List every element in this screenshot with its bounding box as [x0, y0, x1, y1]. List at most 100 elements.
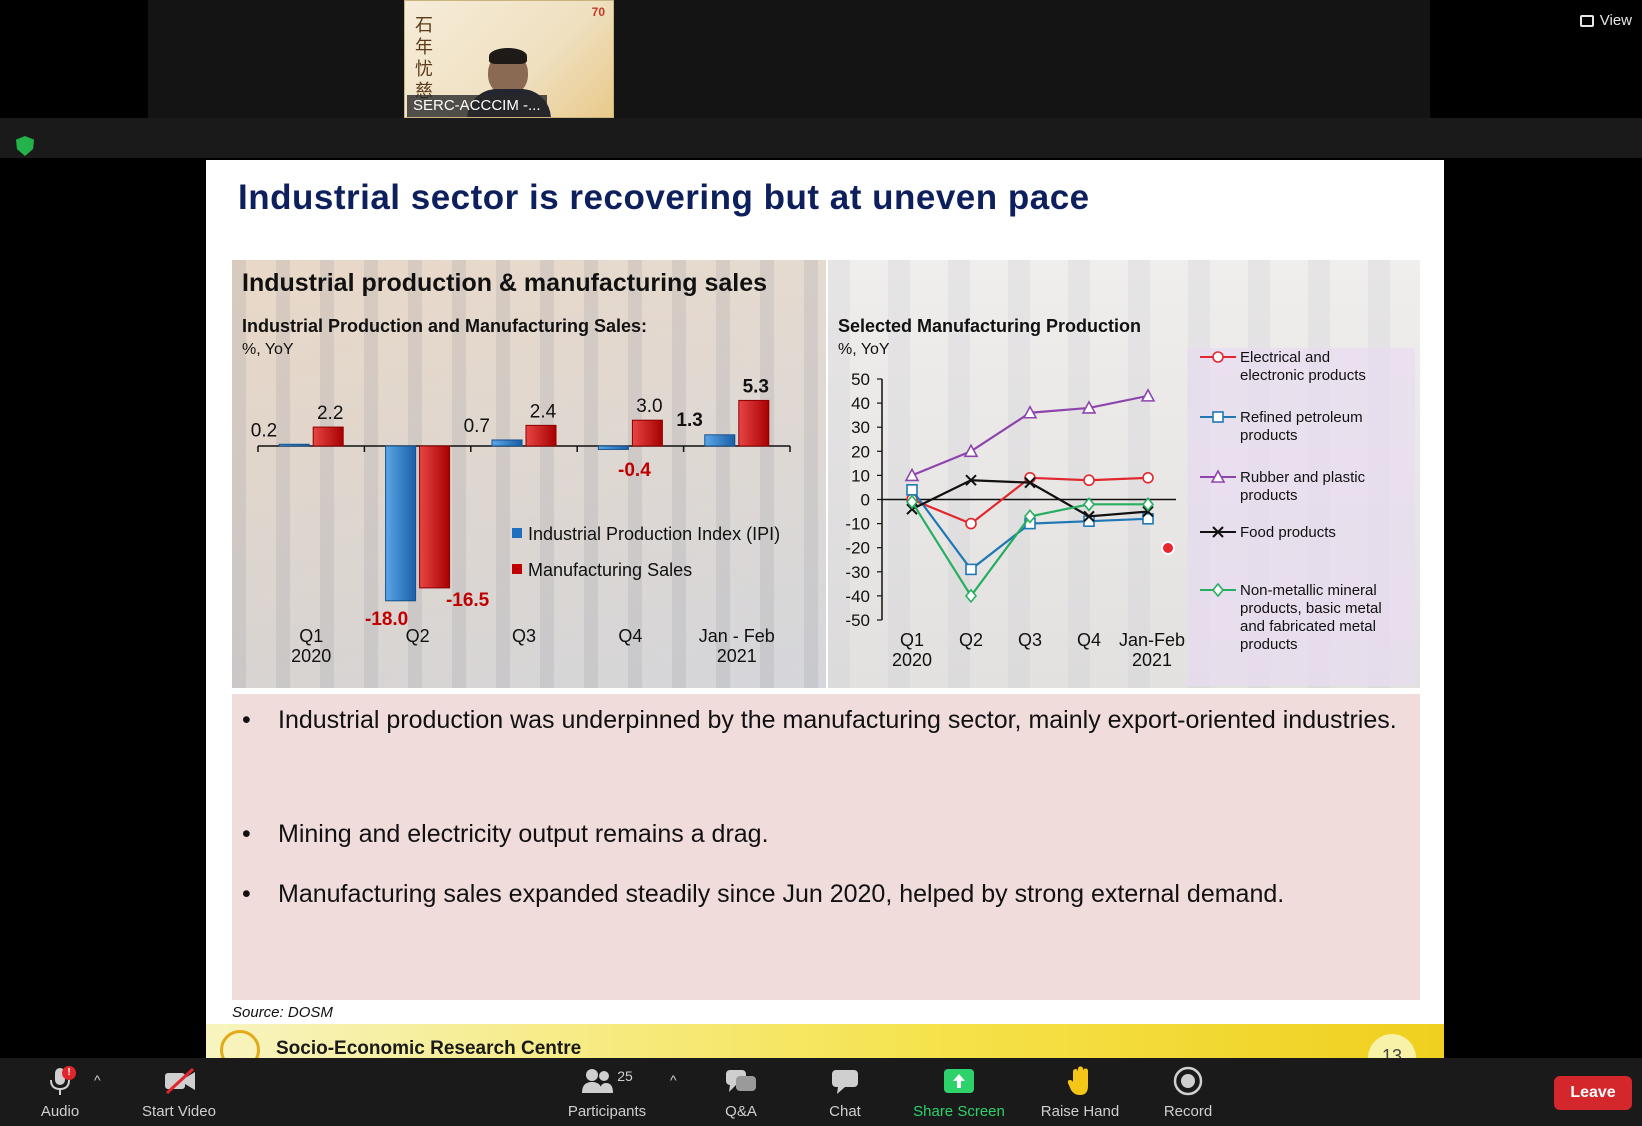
line-point — [965, 517, 977, 530]
line-point — [905, 494, 919, 510]
line-point — [1083, 510, 1095, 523]
line-y-tick-label: 0 — [861, 491, 870, 510]
line-point — [906, 484, 918, 496]
bar-sales — [631, 419, 663, 447]
line-y-tick-label: 40 — [851, 394, 870, 413]
audio-button[interactable]: Audio — [34, 1058, 86, 1126]
line-point — [965, 474, 977, 486]
start-video-button[interactable]: Start Video — [136, 1058, 222, 1126]
view-button[interactable]: View — [1579, 12, 1632, 29]
participants-options-caret[interactable]: ^ — [670, 1072, 677, 1088]
factory-background — [232, 260, 826, 688]
bar-data-label: 3.0 — [636, 396, 662, 417]
raise-hand-icon — [1064, 1065, 1096, 1097]
bar-sales — [738, 399, 770, 447]
meeting-toolbar: Audio ! ^ Start Video 25 Participants ^ … — [0, 1058, 1642, 1126]
audio-options-caret[interactable]: ^ — [94, 1072, 101, 1088]
line-y-tick-label: 30 — [851, 418, 870, 437]
line-category-label: Q1 2020 — [892, 630, 932, 670]
page-number: 13 — [1368, 1034, 1416, 1058]
chat-bubble-icon — [829, 1065, 861, 1097]
security-shield-icon[interactable] — [16, 136, 34, 156]
audio-label: Audio — [40, 1103, 80, 1120]
line-y-tick-label: -40 — [845, 587, 870, 606]
bar-chart-subtitle: %, YoY — [242, 341, 294, 358]
bar-ipi — [385, 445, 417, 602]
chat-button[interactable]: Chat — [820, 1058, 870, 1126]
line-point — [1142, 512, 1154, 525]
bar-data-label: 0.2 — [251, 420, 277, 441]
bar-legend-label: Manufacturing Sales — [528, 560, 692, 580]
bar-sales — [419, 445, 451, 589]
line-y-tick-label: -10 — [845, 515, 870, 534]
serc-logo-icon — [220, 1030, 260, 1058]
share-screen-icon — [943, 1065, 975, 1097]
line-legend-label: Electrical and electronic products — [1240, 349, 1366, 384]
line-legend-label: Food products — [1240, 524, 1336, 541]
participant-hair — [489, 48, 527, 64]
line-y-tick-label: -50 — [845, 611, 870, 630]
line-y-tick-label: 10 — [851, 466, 870, 485]
line-point — [963, 443, 979, 458]
bar-legend-label: Industrial Production Index (IPI) — [528, 524, 780, 544]
view-label: View — [1599, 12, 1632, 29]
raise-hand-button[interactable]: Raise Hand — [1038, 1058, 1122, 1126]
bar-category-label: Q1 2020 — [291, 626, 331, 666]
share-screen-button[interactable]: Share Screen — [912, 1058, 1006, 1126]
line-point — [1140, 388, 1156, 402]
slide-footer: Socio-Economic Research Centre 13 — [206, 1024, 1444, 1058]
line-point — [1023, 509, 1037, 524]
line-legend-label: Rubber and plastic products — [1240, 469, 1366, 504]
panel-divider — [826, 260, 828, 688]
bar-chart: Industrial Production and Manufacturing … — [242, 316, 791, 666]
line-chart: Selected Manufacturing Production %, YoY 5… — [838, 316, 1382, 670]
bar-ipi — [278, 443, 310, 447]
line-category-label: Jan-Feb 2021 — [1119, 630, 1185, 670]
line-point — [1024, 476, 1036, 489]
line-category-label: Q3 — [1018, 630, 1042, 650]
video-off-icon — [163, 1065, 195, 1097]
line-point — [964, 588, 978, 604]
line-point — [1212, 411, 1224, 423]
bullet-text: Industrial production was underpinned by… — [278, 706, 1397, 734]
qa-bubbles-icon — [725, 1065, 757, 1097]
bullet-text: Mining and electricity output remains a … — [278, 820, 769, 848]
bar-data-label: -18.0 — [365, 609, 408, 630]
pointer-dot — [1161, 541, 1175, 555]
line-point — [904, 467, 920, 482]
bar-ipi — [597, 445, 629, 450]
line-category-label: Q4 — [1077, 630, 1101, 650]
line-point — [1211, 582, 1225, 598]
leave-button[interactable]: Leave — [1554, 1076, 1632, 1110]
tile-brand-logo: 70 — [591, 5, 605, 19]
charts-svg: Industrial production & manufacturing sa… — [242, 269, 1415, 686]
record-icon — [1172, 1065, 1204, 1097]
participant-video-tile[interactable]: 石年忧慈 70 SERC-ACCCIM -... — [404, 0, 614, 118]
line-y-tick-label: -30 — [845, 563, 870, 582]
bullet-box: • Industrial production was underpinned … — [232, 694, 1420, 1000]
line-chart-subtitle: %, YoY — [838, 341, 890, 358]
participants-count: 25 — [617, 1068, 633, 1084]
record-button[interactable]: Record — [1158, 1058, 1218, 1126]
bar-category-label: Q3 — [512, 626, 536, 646]
source-note: Source: DOSM — [232, 1004, 333, 1021]
bar-data-label: 0.7 — [464, 416, 490, 437]
grid-view-icon — [1579, 14, 1594, 27]
line-point — [1212, 351, 1224, 363]
line-point — [1210, 469, 1226, 483]
line-point — [1082, 497, 1096, 512]
record-label: Record — [1163, 1103, 1213, 1120]
bar-category-label: Q4 — [618, 626, 642, 646]
bar-data-label: 1.3 — [676, 410, 702, 431]
line-category-label: Q2 — [959, 630, 983, 650]
line-point — [1141, 497, 1155, 512]
participant-name-tag: SERC-ACCCIM -... — [407, 95, 547, 117]
participants-button[interactable]: 25 Participants — [562, 1058, 652, 1126]
line-point — [1142, 472, 1154, 484]
shared-slide: Industrial sector is recovering but at u… — [206, 160, 1444, 1058]
bar-chart-title: Industrial Production and Manufacturing … — [242, 316, 647, 336]
bar-category-label: Q2 — [406, 626, 430, 646]
bar-data-label: -16.5 — [446, 590, 490, 611]
qa-button[interactable]: Q&A — [716, 1058, 766, 1126]
